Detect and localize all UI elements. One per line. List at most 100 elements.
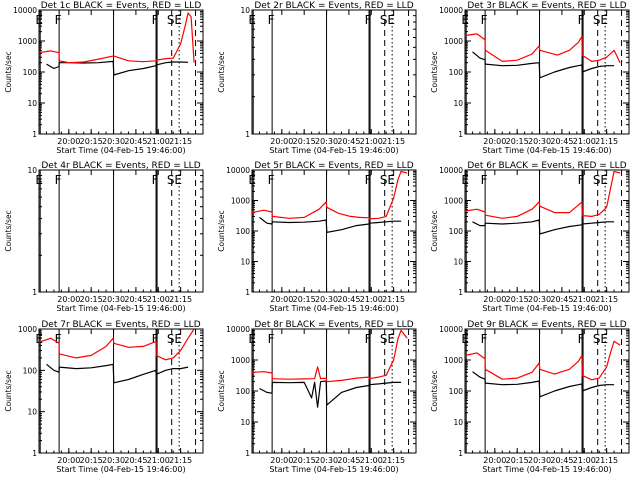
y-tick-label: 10000 <box>439 6 463 15</box>
panel-title: Det 3r BLACK = Events, RED = LLD <box>467 1 626 11</box>
panel-det-2: Det 2r BLACK = Events, RED = LLD 1 10 Count… <box>217 1 417 155</box>
time-marker-label: E <box>35 13 43 27</box>
x-tick-label: 21:00 <box>573 137 596 146</box>
x-tick-label: 21:00 <box>360 137 383 146</box>
x-axis-label: Start Time (04-Feb-15 19:46:00) <box>482 304 611 313</box>
y-tick-label: 10 <box>27 166 37 175</box>
x-tick-label: 21:15 <box>169 137 192 146</box>
x-tick-label: 20:15 <box>80 295 103 304</box>
y-tick-label: 10 <box>27 99 37 108</box>
time-marker-label: E <box>35 332 43 346</box>
x-axis-label: Start Time (04-Feb-15 19:46:00) <box>269 304 398 313</box>
y-tick-label: 10000 <box>226 325 250 334</box>
x-tick-label: 20:30 <box>528 295 551 304</box>
y-axis-label: Counts/sec <box>4 210 13 251</box>
time-marker-label: S <box>167 332 175 346</box>
panel-det-8: Det 8r BLACK = Events, RED = LLD 1 10 100 10… <box>217 320 417 474</box>
events-series-line <box>259 380 402 408</box>
y-tick-label: 1 <box>32 130 37 139</box>
plot-frame <box>464 328 630 454</box>
y-axis-label: Counts/sec <box>430 210 439 251</box>
lld-series-line <box>464 340 621 381</box>
y-tick-label: 10 <box>27 408 37 417</box>
y-tick-label: 10 <box>453 258 463 267</box>
y-tick-label: 100 <box>23 366 38 375</box>
x-tick-label: 20:00 <box>270 295 293 304</box>
x-axis-label: Start Time (04-Feb-15 19:46:00) <box>482 146 611 155</box>
y-tick-label: 100 <box>449 227 464 236</box>
y-tick-label: 10000 <box>439 166 463 175</box>
plot-frame <box>251 9 417 135</box>
y-axis-label: Counts/sec <box>430 51 439 92</box>
x-tick-label: 21:15 <box>382 456 405 465</box>
x-tick-label: 21:00 <box>147 456 170 465</box>
plot-frame <box>251 328 417 454</box>
y-tick-label: 1000 <box>18 325 37 334</box>
time-marker-label: F <box>578 173 585 187</box>
x-tick-label: 20:30 <box>315 137 338 146</box>
time-marker-label: E <box>174 173 182 187</box>
x-tick-label: 21:15 <box>169 456 192 465</box>
x-tick-label: 21:15 <box>595 456 618 465</box>
panel-det-6: Det 6r BLACK = Events, RED = LLD 1 10 100 10… <box>430 161 630 313</box>
y-tick-label: 10 <box>240 6 250 15</box>
y-tick-label: 100 <box>236 227 251 236</box>
y-tick-label: 1 <box>458 288 463 297</box>
time-marker-label: E <box>387 173 395 187</box>
y-tick-label: 1 <box>245 449 250 458</box>
panel-title: Det 8r BLACK = Events, RED = LLD <box>254 320 413 330</box>
panel-det-1: Det 1c BLACK = Events, RED = LLD 1 10 100 10… <box>4 1 204 155</box>
y-tick-label: 10 <box>453 99 463 108</box>
x-axis-label: Start Time (04-Feb-15 19:46:00) <box>56 146 185 155</box>
panel-title: Det 9r BLACK = Events, RED = LLD <box>467 320 626 330</box>
lld-series-line <box>251 170 408 220</box>
x-tick-label: 20:45 <box>550 456 573 465</box>
time-marker-label: E <box>600 13 608 27</box>
time-marker-label: F <box>365 332 372 346</box>
x-tick-label: 21:00 <box>147 137 170 146</box>
lld-series-line <box>251 329 408 383</box>
x-tick-label: 20:30 <box>315 456 338 465</box>
time-marker-label: S <box>167 173 175 187</box>
x-axis-label: Start Time (04-Feb-15 19:46:00) <box>56 304 185 313</box>
time-marker-label: F <box>268 173 275 187</box>
lld-series-line <box>464 170 621 219</box>
time-marker-label: F <box>55 13 62 27</box>
x-tick-label: 20:30 <box>528 456 551 465</box>
x-tick-label: 20:45 <box>550 137 573 146</box>
y-tick-label: 10000 <box>13 6 37 15</box>
y-axis-label: Counts/sec <box>217 370 226 411</box>
x-tick-label: 20:00 <box>270 137 293 146</box>
x-tick-label: 20:30 <box>102 456 125 465</box>
x-tick-label: 20:45 <box>337 295 360 304</box>
x-tick-label: 20:15 <box>293 295 316 304</box>
y-tick-label: 1 <box>32 288 37 297</box>
time-marker-label: E <box>461 173 469 187</box>
time-marker-label: E <box>174 13 182 27</box>
y-tick-label: 100 <box>449 68 464 77</box>
events-series-line <box>259 216 402 233</box>
x-tick-label: 20:00 <box>270 456 293 465</box>
time-marker-label: F <box>578 13 585 27</box>
time-marker-label: F <box>365 13 372 27</box>
x-tick-label: 20:00 <box>57 137 80 146</box>
lld-series-line <box>464 33 621 63</box>
x-tick-label: 20:00 <box>57 456 80 465</box>
x-tick-label: 21:00 <box>573 295 596 304</box>
x-tick-label: 20:30 <box>102 295 125 304</box>
plot-frame <box>38 328 204 454</box>
lld-series-line <box>38 328 195 361</box>
y-tick-label: 1000 <box>18 37 37 46</box>
plot-frame <box>464 169 630 293</box>
time-marker-label: F <box>152 173 159 187</box>
x-tick-label: 21:15 <box>595 295 618 304</box>
x-tick-label: 20:00 <box>483 295 506 304</box>
time-marker-label: S <box>593 332 601 346</box>
time-marker-label: F <box>481 13 488 27</box>
y-tick-label: 100 <box>23 68 38 77</box>
y-axis-label: Counts/sec <box>217 51 226 92</box>
time-marker-label: F <box>152 13 159 27</box>
panel-title: Det 7r BLACK = Events, RED = LLD <box>41 320 200 330</box>
